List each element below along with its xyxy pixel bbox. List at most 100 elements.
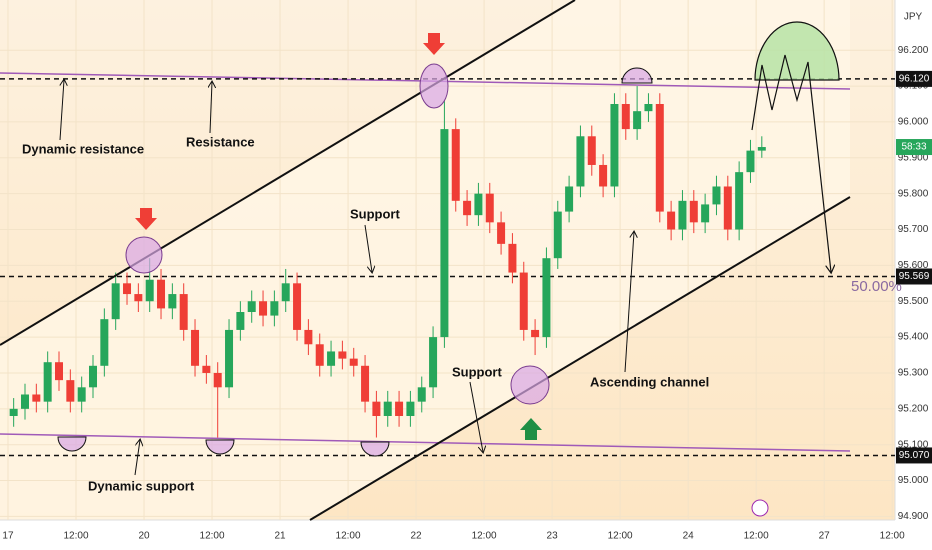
pointer: [134, 440, 140, 476]
annotation: Dynamic resistance: [22, 141, 144, 156]
pointer: [59, 80, 64, 141]
countdown-tag: [896, 139, 932, 156]
annotation: Dynamic support: [88, 478, 195, 493]
candle-body: [383, 401, 392, 416]
candle-body: [304, 329, 313, 345]
candle-body: [587, 136, 596, 165]
touch-circle: [125, 236, 163, 274]
y-tick-label: 94.900: [898, 511, 929, 522]
candle-body: [417, 387, 426, 402]
x-tick-label: 23: [547, 531, 559, 542]
candle-body: [531, 329, 540, 338]
candle-body: [610, 104, 619, 187]
x-tick-label: 17: [2, 531, 14, 542]
candle-body: [361, 365, 370, 402]
candle-body: [43, 362, 52, 402]
touch-circle: [419, 63, 449, 109]
candle-body: [689, 200, 698, 223]
y-tick-label: 95.700: [898, 224, 929, 235]
candle-body: [712, 186, 721, 205]
support-line: [0, 433, 851, 452]
level-label: 95.070: [899, 450, 930, 461]
pointer: [624, 232, 634, 373]
x-tick-label: 12:00: [880, 531, 905, 542]
y-tick-label: 95.000: [898, 475, 929, 486]
candle-body: [735, 172, 744, 230]
candle-body: [395, 401, 404, 416]
candle-body: [281, 283, 290, 302]
up-arrow: [520, 418, 542, 440]
level-label: 96.120: [899, 74, 930, 85]
candle-body: [485, 193, 494, 223]
level-tag: [896, 447, 932, 464]
candle-body: [213, 372, 222, 388]
candle-body: [599, 164, 608, 187]
down-arrow: [423, 33, 445, 55]
candle-body: [77, 387, 86, 402]
currency-label: JPY: [904, 12, 923, 23]
candle-body: [757, 147, 766, 151]
pointer: [364, 224, 372, 272]
candle-body: [349, 358, 358, 366]
down-arrow: [135, 208, 157, 230]
candle-body: [111, 283, 120, 320]
candle-body: [746, 150, 755, 173]
level-label: 95.569: [899, 271, 930, 282]
candle-body: [519, 272, 528, 330]
candle-body: [66, 380, 75, 402]
candle-body: [576, 136, 585, 187]
candle-body: [191, 329, 200, 366]
annotation: Resistance: [186, 134, 255, 149]
candle-body: [508, 243, 517, 273]
candle-body: [270, 301, 279, 316]
touch-circle: [510, 365, 550, 405]
x-tick-label: 22: [411, 531, 423, 542]
axis-labels: 17 12:00 20 12:00 21 12:00 22 12:00 23 12:00 24 12:…: [2, 45, 932, 542]
x-tick-label: 27: [819, 531, 831, 542]
touch-arc: [621, 67, 653, 84]
y-tick-label: 95.600: [898, 260, 929, 271]
y-tick-label: 95.300: [898, 368, 929, 379]
candle-body: [553, 211, 562, 259]
projection-top: [754, 21, 840, 81]
candle-body: [621, 104, 630, 130]
channel-upper: [0, 0, 576, 346]
candle-body: [225, 329, 234, 388]
candle-body: [179, 294, 188, 330]
annotation: Support: [350, 206, 400, 221]
x-tick-label: 21: [274, 531, 286, 542]
candle-body: [440, 129, 449, 338]
x-tick-label: 12:00: [63, 531, 88, 542]
annotation: Support: [452, 364, 502, 379]
candle-body: [157, 279, 166, 309]
candle-body: [723, 186, 732, 230]
y-tick-label: 96.000: [898, 117, 929, 128]
candle-body: [202, 365, 211, 373]
candle-body: [372, 401, 381, 416]
x-tick-label: 12:00: [608, 531, 633, 542]
candle-body: [9, 408, 18, 416]
x-tick-label: 12:00: [200, 531, 225, 542]
candle-body: [678, 200, 687, 230]
x-tick-label: 24: [683, 531, 695, 542]
candle-body: [145, 279, 154, 302]
candle-body: [474, 193, 483, 216]
channel-lower: [309, 196, 851, 521]
y-tick-label: 95.500: [898, 296, 929, 307]
candle-body: [338, 351, 347, 359]
candle-body: [100, 319, 109, 366]
candle-body: [259, 301, 268, 316]
candle-body: [463, 200, 472, 216]
x-tick-label: 12:00: [744, 531, 769, 542]
x-tick-label: 12:00: [472, 531, 497, 542]
pointer: [210, 82, 212, 134]
candle-body: [451, 129, 460, 201]
touch-arc: [57, 436, 390, 457]
candle-body: [429, 337, 438, 388]
y-tick-label: 96.200: [898, 45, 929, 56]
y-tick-label: 95.900: [898, 152, 929, 163]
fib-label: 50.00%: [851, 278, 902, 295]
candle-body: [497, 222, 506, 244]
candle-body: [701, 204, 710, 223]
